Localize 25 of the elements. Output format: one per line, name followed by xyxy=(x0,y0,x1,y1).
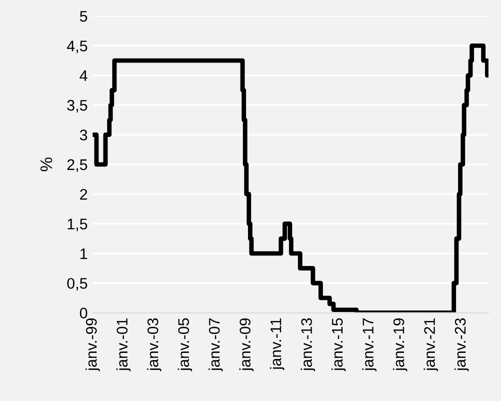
x-tick-label: janv.-03 xyxy=(147,318,162,372)
x-tick-label: janv.-99 xyxy=(86,318,100,372)
y-axis-title: % xyxy=(40,158,52,172)
y-tick-label: 1 xyxy=(80,248,88,259)
x-tick-label: janv.-19 xyxy=(392,318,408,372)
y-tick-label: 0,5 xyxy=(67,278,88,291)
x-tick-label: janv.-21 xyxy=(424,318,438,372)
x-tick-label: janv.-07 xyxy=(208,318,223,372)
y-tick-label: 3,5 xyxy=(67,100,88,113)
x-tick-label: janv.-17 xyxy=(362,318,376,372)
y-tick-label: 4,5 xyxy=(66,40,88,54)
y-tick-label: 2 xyxy=(80,188,88,200)
x-tick-label: janv.-11 xyxy=(270,318,284,370)
x-tick-label: janv.-01 xyxy=(116,318,131,372)
y-tick-label: 1,5 xyxy=(68,218,88,232)
y-tick-label: 2,5 xyxy=(67,159,88,172)
x-tick-label: janv.-15 xyxy=(331,318,346,372)
y-tick-label: 3 xyxy=(80,130,88,140)
x-tick-label: janv.-09 xyxy=(239,318,254,372)
y-tick-label: 4 xyxy=(80,70,88,81)
x-tick-label: janv.-23 xyxy=(454,318,469,372)
x-tick-label: janv.-13 xyxy=(300,318,316,372)
x-tick-label: janv.-05 xyxy=(178,318,192,372)
y-tick-label: 0 xyxy=(80,308,88,318)
y-tick-label: 5 xyxy=(80,11,88,22)
